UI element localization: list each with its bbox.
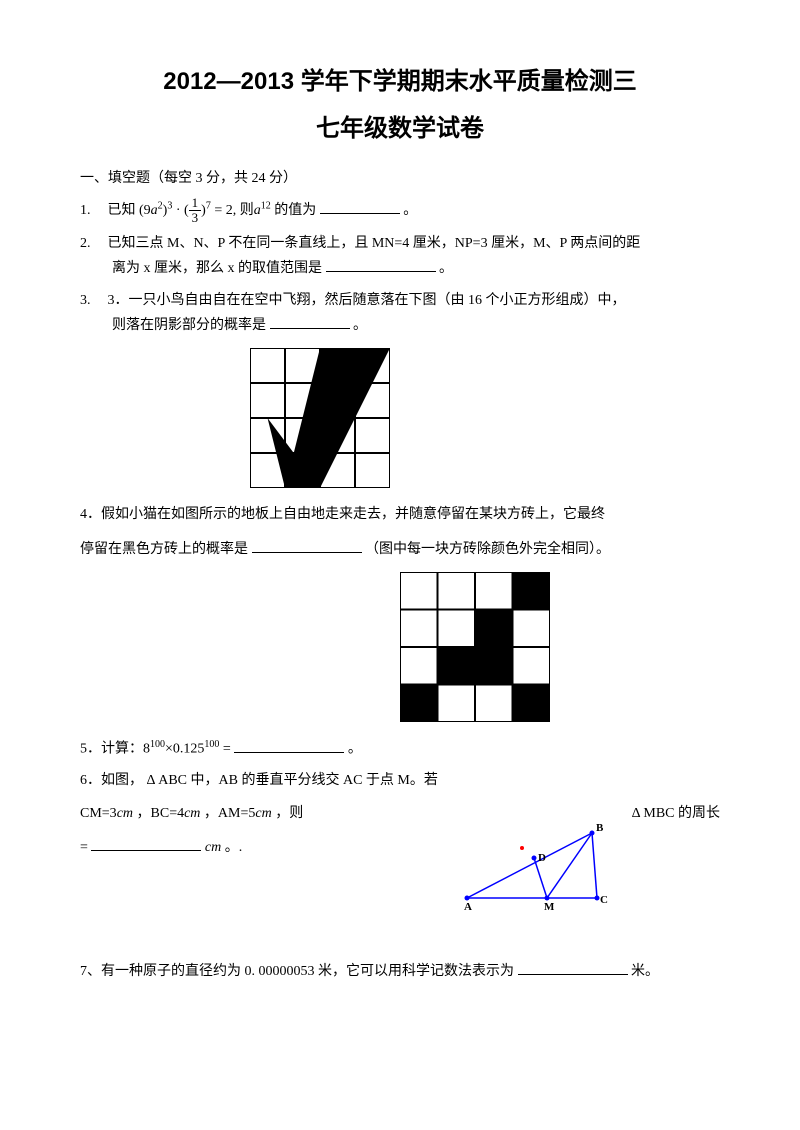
q7-text: 有一种原子的直径约为 0. 00000053 米，它可以用科学记数法表示为 — [101, 964, 514, 979]
question-3: 3. 3．一只小鸟自由自在在空中飞翔，然后随意落在下图（由 16 个小正方形组成… — [80, 288, 720, 338]
figure-6: A M C B D — [462, 803, 622, 913]
q2-blank — [326, 257, 436, 272]
q3-end: 。 — [353, 318, 367, 333]
q4-text3: （图中每一块方砖除颜色外完全相同）。 — [365, 542, 610, 557]
fig6-svg: A M C B D — [462, 803, 622, 913]
svg-text:B: B — [596, 822, 604, 834]
q4-text1: 假如小猫在如图所示的地板上自由地走来走去，并随意停留在某块方砖上，它最终 — [101, 507, 605, 522]
q4-text2: 停留在黑色方砖上的概率是 — [80, 542, 248, 557]
question-5: 5．计算：8100×0.125100 = 。 — [80, 736, 720, 762]
q5-text: 计算：8 — [101, 742, 150, 757]
q1-pre: 已知 — [108, 203, 136, 218]
question-7: 7、有一种原子的直径约为 0. 00000053 米，它可以用科学记数法表示为 … — [80, 959, 720, 984]
q3-blank — [270, 314, 350, 329]
q4-number: 4． — [80, 507, 101, 522]
q6-blank — [91, 836, 201, 851]
q3-text2: 则落在阴影部分的概率是 — [112, 318, 266, 333]
q1-number: 1. — [80, 198, 104, 223]
q2-text2: 离为 x 厘米，那么 x 的取值范围是 — [112, 261, 322, 276]
q1-expr: (9a2)3 · (13)7 = 2, 则a12 — [139, 203, 274, 218]
question-4: 4．假如小猫在如图所示的地板上自由地走来走去，并随意停留在某块方砖上，它最终 停… — [80, 502, 720, 562]
doc-title-line2: 七年级数学试卷 — [80, 107, 720, 150]
figure-3 — [250, 348, 720, 488]
fig4-svg — [400, 572, 550, 722]
q5-blank — [234, 738, 344, 753]
doc-title-line1: 2012—2013 学年下学期期末水平质量检测三 — [80, 60, 720, 103]
q1-post: 的值为 — [274, 203, 316, 218]
question-2: 2. 已知三点 M、N、P 不在同一条直线上，且 MN=4 厘米，NP=3 厘米… — [80, 231, 720, 281]
svg-text:D: D — [538, 852, 546, 864]
question-6: 6．如图， Δ ABC 中，AB 的垂直平分线交 AC 于点 M。若 CM=3c… — [80, 768, 720, 913]
q7-number: 7、 — [80, 964, 101, 979]
q5-end: 。 — [348, 742, 362, 757]
svg-text:C: C — [600, 894, 608, 906]
svg-text:A: A — [464, 901, 472, 913]
q5-number: 5． — [80, 742, 101, 757]
fig3-svg — [250, 348, 390, 488]
q6-text3: Δ MBC 的周长 — [632, 806, 720, 821]
q2-text1: 已知三点 M、N、P 不在同一条直线上，且 MN=4 厘米，NP=3 厘米，M、… — [108, 236, 641, 251]
q1-blank — [320, 199, 400, 214]
section1-header: 一、填空题（每空 3 分，共 24 分） — [80, 166, 720, 191]
q2-number: 2. — [80, 231, 104, 256]
question-1: 1. 已知 (9a2)3 · (13)7 = 2, 则a12 的值为 。 — [80, 196, 720, 226]
q3-number: 3. — [80, 288, 104, 313]
figure-4 — [400, 572, 720, 722]
q7-blank — [518, 960, 628, 975]
q4-blank — [252, 538, 362, 553]
q2-end: 。 — [439, 261, 453, 276]
q6-number: 6． — [80, 773, 101, 788]
q7-end: 米。 — [631, 964, 659, 979]
q6-text1: 如图， Δ ABC 中，AB 的垂直平分线交 AC 于点 M。若 — [101, 773, 438, 788]
q1-end: 。 — [403, 203, 417, 218]
q3-text1: 3．一只小鸟自由自在在空中飞翔，然后随意落在下图（由 16 个小正方形组成）中， — [108, 293, 626, 308]
svg-text:M: M — [544, 901, 555, 913]
